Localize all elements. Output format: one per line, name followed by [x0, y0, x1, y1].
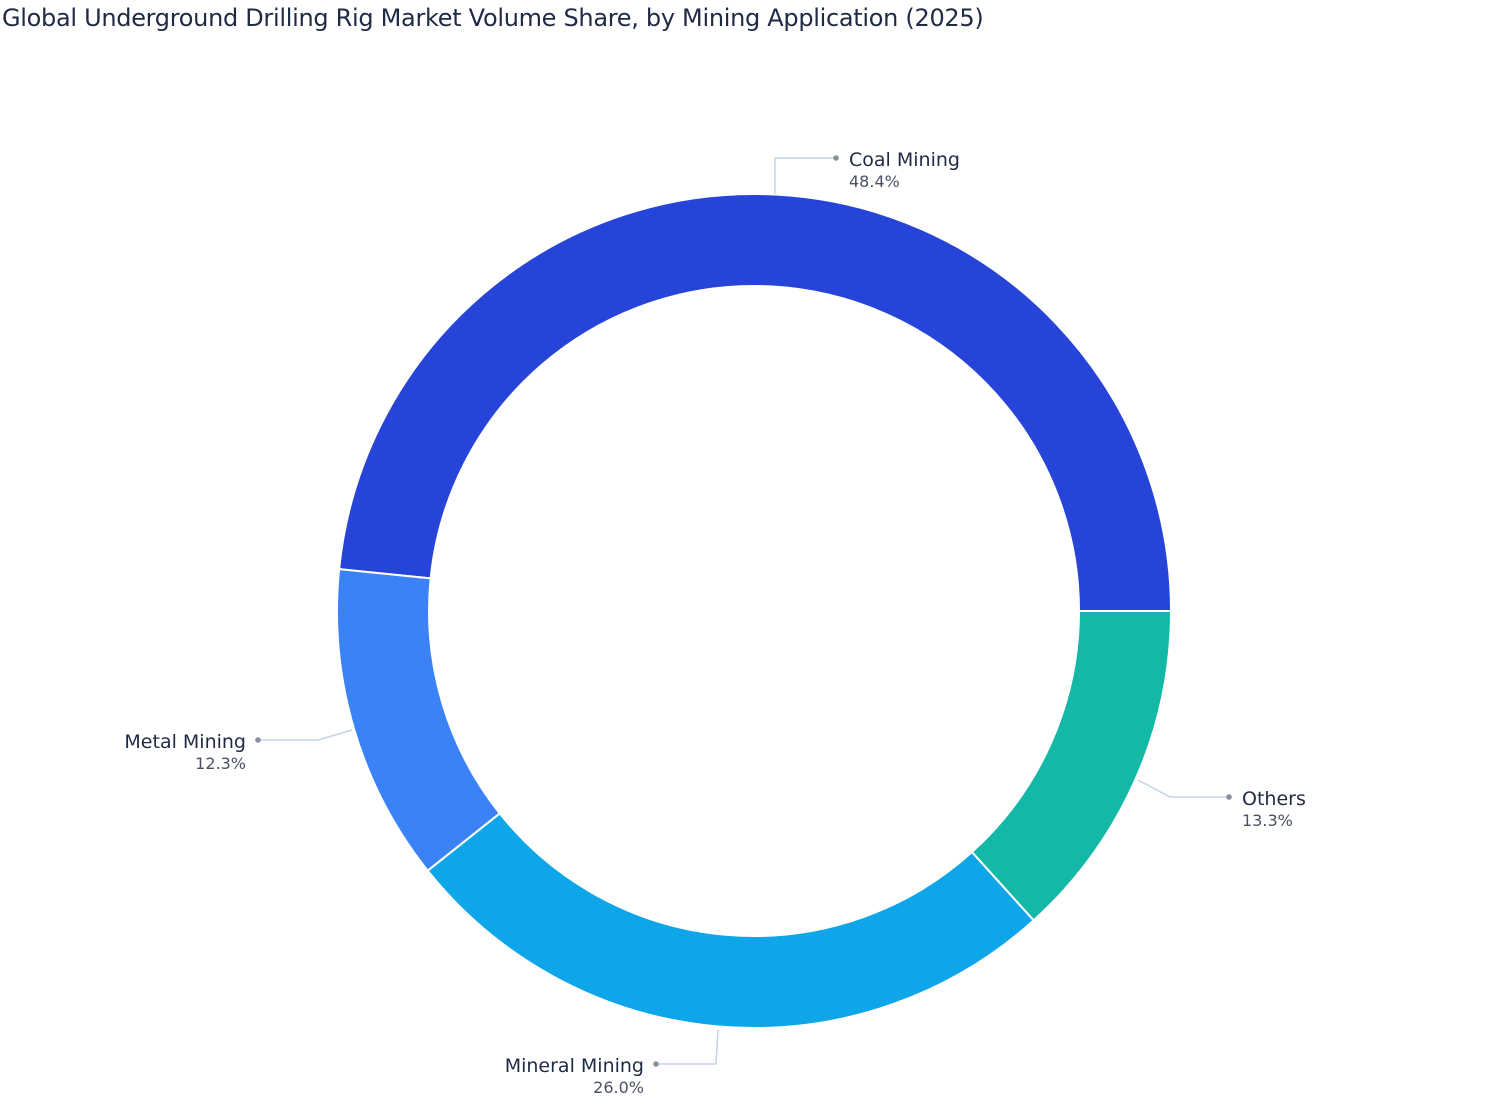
donut-slice-metal-mining[interactable] — [336, 568, 502, 873]
slice-label-value: 12.3% — [195, 754, 246, 773]
leader-line — [774, 157, 836, 194]
slice-label-value: 26.0% — [593, 1078, 644, 1097]
leader-line — [656, 1029, 719, 1065]
slice-label-value: 48.4% — [849, 172, 900, 191]
leader-dot-icon — [833, 155, 839, 161]
slice-label-name: Mineral Mining — [505, 1055, 644, 1077]
slice-label-name: Metal Mining — [124, 731, 246, 753]
leader-line — [258, 729, 353, 741]
donut-slice-others[interactable] — [970, 610, 1173, 922]
leader-line — [1137, 779, 1229, 798]
leader-dot-icon — [653, 1061, 659, 1067]
donut-slice-mineral-mining[interactable] — [426, 812, 1036, 1029]
slice-label-value: 13.3% — [1242, 811, 1293, 830]
chart-title: Global Underground Drilling Rig Market V… — [2, 4, 984, 32]
donut-slice-coal-mining[interactable] — [338, 193, 1173, 612]
leader-dot-icon — [1226, 794, 1232, 800]
slice-label-name: Others — [1242, 788, 1306, 810]
leader-dot-icon — [255, 737, 261, 743]
slice-label-name: Coal Mining — [849, 149, 960, 171]
